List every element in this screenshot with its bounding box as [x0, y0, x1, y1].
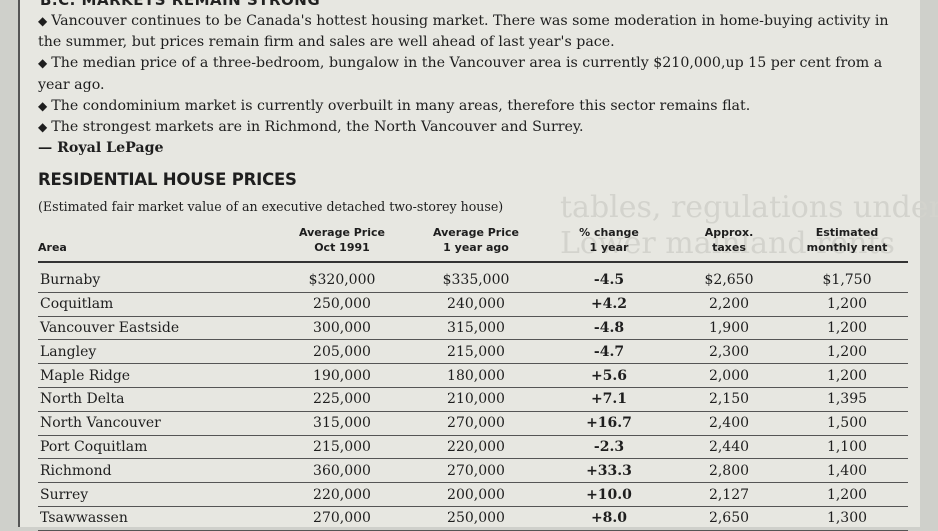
taxes-cell: 1,900 — [672, 316, 786, 341]
price-year-ago-cell: 220,000 — [406, 435, 546, 460]
source-credit: — Royal LePage — [38, 140, 164, 157]
taxes-cell: 2,150 — [672, 387, 786, 412]
price-year-ago-cell: 270,000 — [406, 458, 546, 484]
rent-cell: 1,400 — [786, 458, 908, 484]
taxes-cell: $2,650 — [672, 262, 786, 293]
table-title: RESIDENTIAL HOUSE PRICES — [38, 170, 297, 189]
change-cell: -4.8 — [546, 316, 672, 341]
change-cell: +33.3 — [546, 458, 672, 484]
rent-cell: $1,750 — [786, 262, 908, 293]
price-oct1991-cell: 315,000 — [278, 411, 406, 436]
area-cell: Surrey — [38, 482, 278, 507]
price-oct1991-cell: 300,000 — [278, 316, 406, 341]
price-oct1991-cell: 205,000 — [278, 339, 406, 365]
change-cell: -2.3 — [546, 435, 672, 460]
table-row: Burnaby $320,000 $335,000 -4.5 $2,650 $1… — [38, 262, 908, 293]
change-cell: +16.7 — [546, 411, 672, 436]
column-header: Area — [38, 221, 278, 263]
table-subtitle: (Estimated fair market value of an execu… — [38, 199, 504, 214]
price-oct1991-cell: 250,000 — [278, 292, 406, 317]
taxes-cell: 2,300 — [672, 339, 786, 365]
price-oct1991-cell: 220,000 — [278, 482, 406, 507]
diamond-bullet-icon: ◆ — [38, 56, 48, 71]
price-year-ago-cell: 215,000 — [406, 339, 546, 365]
column-header: % change 1 year — [546, 221, 672, 263]
diamond-bullet-icon: ◆ — [38, 98, 48, 113]
taxes-cell: 2,400 — [672, 411, 786, 436]
price-year-ago-cell: 210,000 — [406, 387, 546, 412]
rent-cell: 1,500 — [786, 411, 908, 436]
section-title: B.C. MARKETS REMAIN STRONG — [40, 0, 321, 9]
price-year-ago-cell: 240,000 — [406, 292, 546, 317]
area-cell: Burnaby — [38, 262, 278, 293]
table-row: Surrey 220,000 200,000 +10.0 2,127 1,200 — [38, 482, 908, 507]
rent-cell: 1,200 — [786, 316, 908, 341]
price-oct1991-cell: 215,000 — [278, 435, 406, 460]
table-row: Richmond 360,000 270,000 +33.3 2,800 1,4… — [38, 458, 908, 484]
column-header: Average Price Oct 1991 — [278, 221, 406, 263]
change-cell: -4.5 — [546, 262, 672, 293]
note-item: ◆ Vancouver continues to be Canada's hott… — [38, 13, 889, 51]
area-cell: Richmond — [38, 458, 278, 484]
note-item: ◆ The strongest markets are in Richmond, … — [38, 119, 584, 136]
table-row: Maple Ridge 190,000 180,000 +5.6 2,000 1… — [38, 363, 908, 388]
rent-cell: 1,200 — [786, 292, 908, 317]
table-row: Langley 205,000 215,000 -4.7 2,300 1,200 — [38, 339, 908, 365]
change-cell: +10.0 — [546, 482, 672, 507]
change-cell: +4.2 — [546, 292, 672, 317]
table-header-row: Area Average Price Oct 1991 Average Price… — [38, 221, 908, 263]
column-header: Estimated monthly rent — [786, 221, 908, 263]
rent-cell: 1,200 — [786, 339, 908, 365]
price-oct1991-cell: $320,000 — [278, 262, 406, 293]
taxes-cell: 2,200 — [672, 292, 786, 317]
area-cell: Maple Ridge — [38, 363, 278, 388]
price-year-ago-cell: 180,000 — [406, 363, 546, 388]
taxes-cell: 2,000 — [672, 363, 786, 388]
table-row: Coquitlam 250,000 240,000 +4.2 2,200 1,2… — [38, 292, 908, 317]
area-cell: Vancouver Eastside — [38, 316, 278, 341]
market-notes: ◆ Vancouver continues to be Canada's hott… — [38, 11, 908, 159]
change-cell: +7.1 — [546, 387, 672, 412]
table-row: North Vancouver 315,000 270,000 +16.7 2,… — [38, 411, 908, 436]
rent-cell: 1,395 — [786, 387, 908, 412]
price-year-ago-cell: 315,000 — [406, 316, 546, 341]
note-item: ◆ The median price of a three-bedroom, bu… — [38, 55, 883, 93]
area-cell: Port Coquitlam — [38, 435, 278, 460]
taxes-cell: 2,440 — [672, 435, 786, 460]
table-row: Port Coquitlam 215,000 220,000 -2.3 2,44… — [38, 435, 908, 460]
column-header: Average Price 1 year ago — [406, 221, 546, 263]
rent-cell: 1,200 — [786, 482, 908, 507]
column-header: Approx. taxes — [672, 221, 786, 263]
price-oct1991-cell: 190,000 — [278, 363, 406, 388]
change-cell: -4.7 — [546, 339, 672, 365]
area-cell: North Vancouver — [38, 411, 278, 436]
price-year-ago-cell: $335,000 — [406, 262, 546, 293]
table-row: North Delta 225,000 210,000 +7.1 2,150 1… — [38, 387, 908, 412]
note-item: ◆ The condominium market is currently ove… — [38, 97, 751, 114]
change-cell: +5.6 — [546, 363, 672, 388]
price-oct1991-cell: 225,000 — [278, 387, 406, 412]
taxes-cell: 2,127 — [672, 482, 786, 507]
rent-cell: 1,200 — [786, 363, 908, 388]
area-cell: Coquitlam — [38, 292, 278, 317]
diamond-bullet-icon: ◆ — [38, 120, 48, 135]
price-year-ago-cell: 270,000 — [406, 411, 546, 436]
house-prices-table: Area Average Price Oct 1991 Average Price… — [38, 221, 908, 531]
price-oct1991-cell: 360,000 — [278, 458, 406, 484]
area-cell: Langley — [38, 339, 278, 365]
table-row: Vancouver Eastside 300,000 315,000 -4.8 … — [38, 316, 908, 341]
diamond-bullet-icon: ◆ — [38, 14, 48, 28]
price-year-ago-cell: 200,000 — [406, 482, 546, 507]
rent-cell: 1,100 — [786, 435, 908, 460]
taxes-cell: 2,800 — [672, 458, 786, 484]
area-cell: North Delta — [38, 387, 278, 412]
